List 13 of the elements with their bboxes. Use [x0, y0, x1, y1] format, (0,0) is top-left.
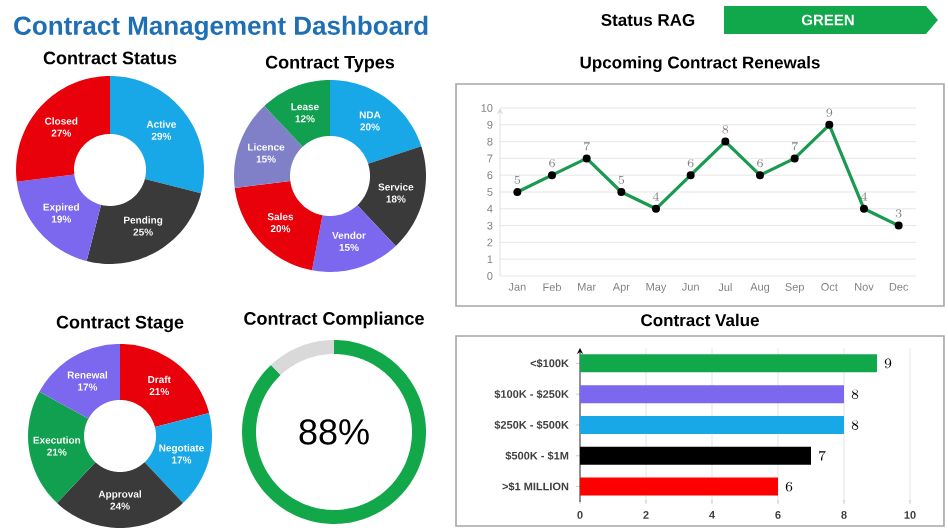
text: 88% [299, 419, 369, 445]
chart-title: Contract Compliance [244, 311, 424, 329]
chart-title: Contract Stage [56, 315, 184, 333]
bar [580, 385, 844, 404]
bar [580, 477, 778, 496]
text: Status RAG [601, 13, 695, 26]
chart-title: Upcoming Contract Renewals [580, 56, 820, 72]
text: Contract Management Dashboard [14, 15, 428, 41]
chart-title: Contract Types [265, 55, 395, 73]
chart-title: Contract Value [641, 313, 759, 327]
bar [580, 415, 844, 434]
bar [580, 354, 877, 373]
chart-title: Contract Status [43, 51, 177, 65]
